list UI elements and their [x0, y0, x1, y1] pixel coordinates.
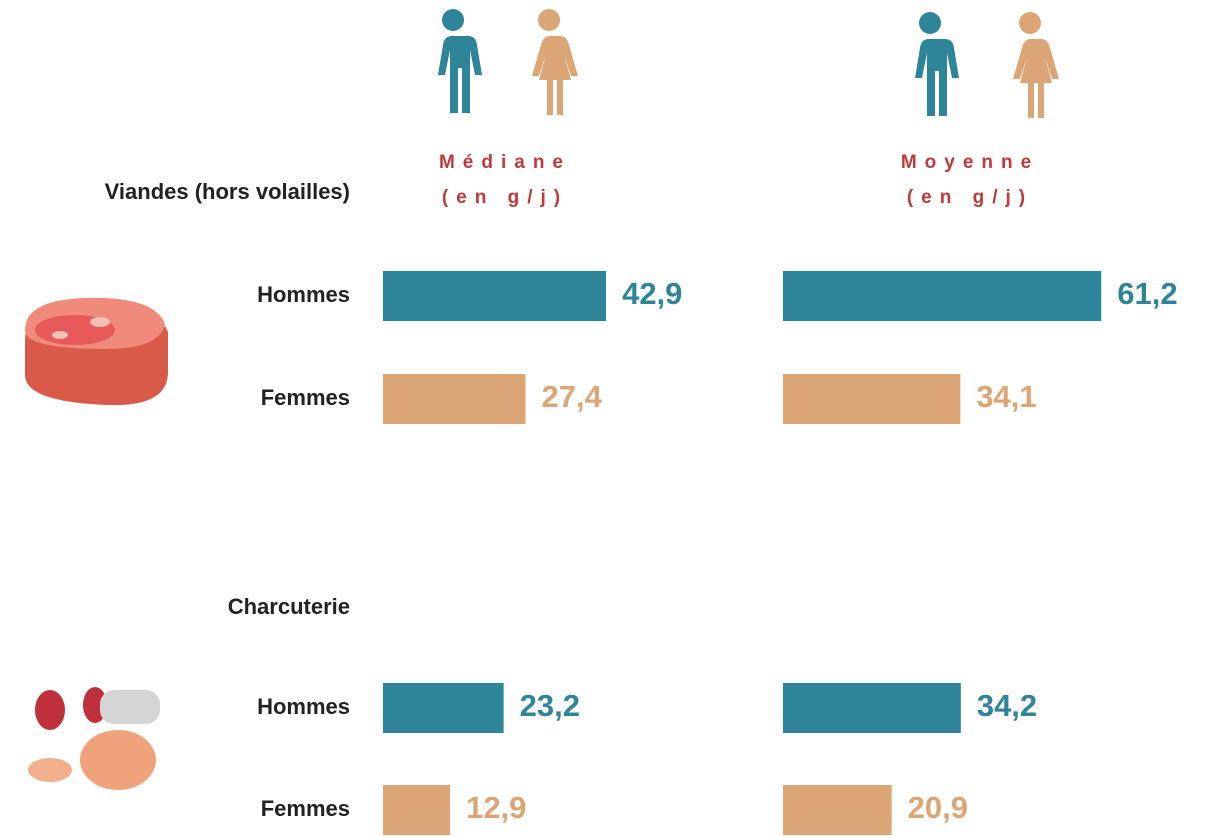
category-label: Viandes (hors volailles): [105, 179, 350, 204]
value-label: 23,2: [520, 688, 580, 723]
bar: [383, 271, 606, 321]
woman-icon: [532, 9, 1059, 118]
bar: [383, 683, 504, 733]
bar: [783, 271, 1101, 321]
bar: [783, 374, 960, 424]
man-icon: [438, 9, 959, 116]
value-label: 27,4: [541, 379, 602, 414]
series-label: Femmes: [261, 796, 350, 821]
bar: [383, 785, 450, 835]
panel-subtitle: (en g/j): [907, 187, 1033, 208]
series-label: Hommes: [257, 282, 350, 307]
series-label: Femmes: [261, 385, 350, 410]
value-label: 20,9: [908, 790, 968, 825]
meat-icon: [25, 298, 168, 405]
panel-title: Médiane: [439, 152, 571, 173]
value-label: 34,1: [976, 379, 1036, 414]
value-label: 42,9: [622, 276, 682, 311]
bar: [383, 374, 525, 424]
panel-subtitle: (en g/j): [442, 187, 568, 208]
bar: [783, 683, 961, 733]
value-label: 61,2: [1117, 276, 1177, 311]
value-label: 34,2: [977, 688, 1037, 723]
panel-title: Moyenne: [901, 152, 1039, 173]
series-label: Hommes: [257, 694, 350, 719]
charcuterie-icon: [28, 687, 160, 790]
category-label: Charcuterie: [228, 594, 350, 619]
bar: [783, 785, 892, 835]
infographic: Viandes (hors volailles) Hommes Femmes Char…: [0, 0, 1211, 836]
value-label: 12,9: [466, 790, 526, 825]
person-icons: [438, 9, 1059, 118]
